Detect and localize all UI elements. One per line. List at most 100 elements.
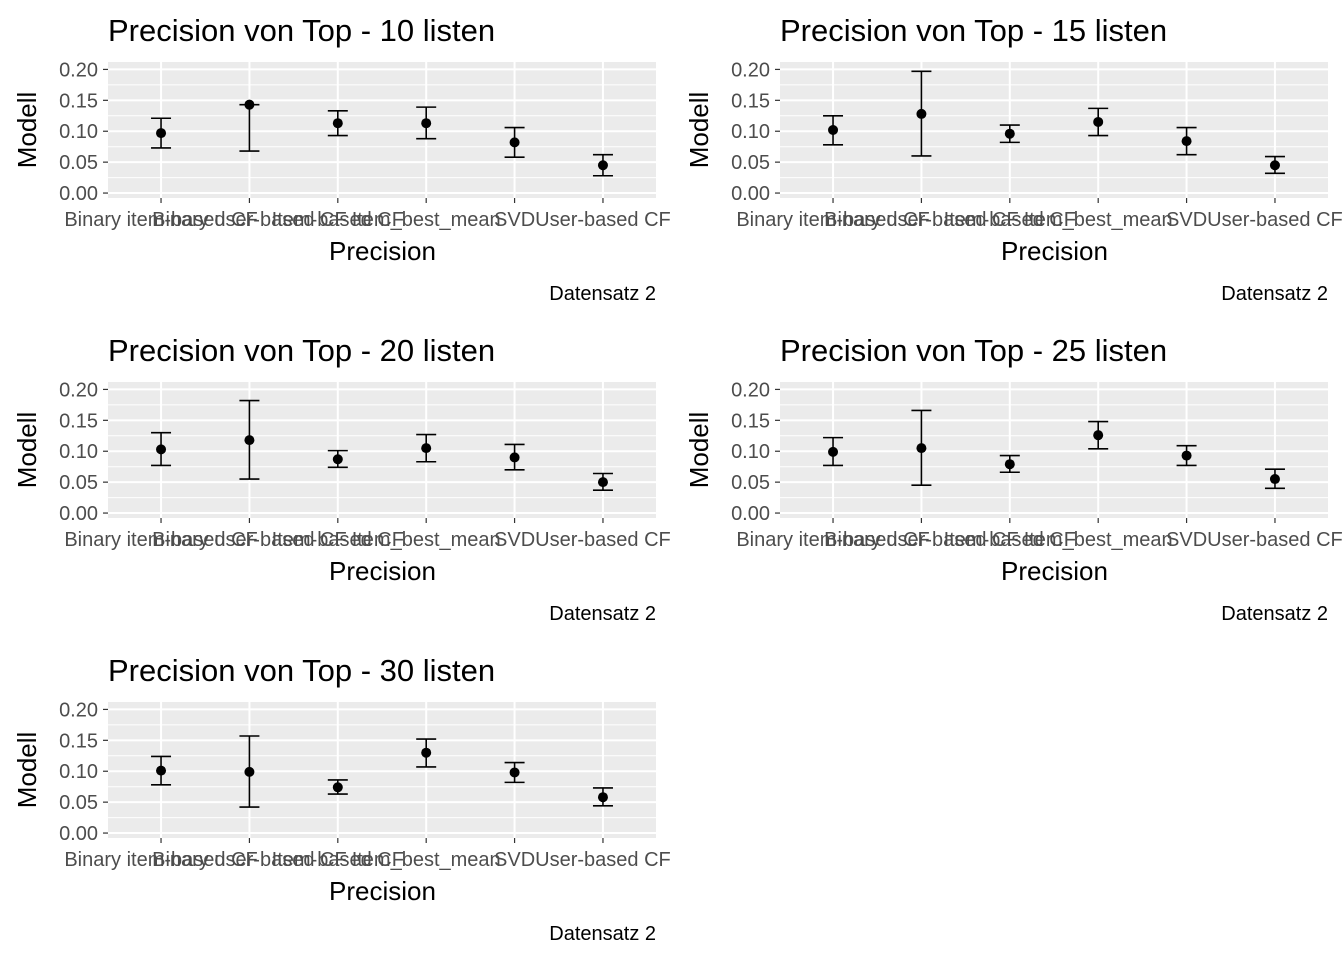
chart-title: Precision von Top - 15 listen [780, 13, 1167, 48]
chart-caption: Datensatz 2 [549, 603, 656, 625]
data-point [1004, 128, 1015, 139]
y-tick-label: 0.20 [59, 59, 98, 81]
x-tick-label: Binary user-based CF [824, 529, 1019, 551]
x-tick-label: Item_best_mean [352, 209, 501, 231]
y-tick-label: 0.00 [731, 183, 770, 205]
chart-panel-4: 0.00 0.05 0.10 0.15 0.20 Binary item-based CF… [684, 333, 1343, 625]
x-tick-label: Item-based CF [272, 209, 404, 231]
chart-title: Precision von Top - 20 listen [108, 333, 495, 368]
data-point [156, 444, 167, 455]
data-point [828, 125, 839, 135]
x-tick-label: Binary user-based CF [824, 209, 1019, 231]
x-tick-label: Binary user-based CF [152, 529, 347, 551]
y-tick-label: 0.10 [731, 441, 770, 463]
data-point [597, 477, 608, 488]
data-point [828, 446, 839, 457]
x-axis-title: Precision [329, 876, 436, 906]
data-point [916, 108, 927, 119]
x-tick-label: Item-based CF [272, 849, 404, 871]
y-tick-label: 0.10 [59, 121, 98, 143]
y-tick-label: 0.15 [59, 90, 98, 112]
y-tick-label: 0.20 [731, 379, 770, 401]
y-tick-label: 0.05 [59, 792, 98, 814]
data-point [421, 118, 432, 129]
chart-panel-5: 0.00 0.05 0.10 0.15 0.20 Binary item-based CF… [12, 653, 671, 945]
chart-panel-1: 0.00 0.05 0.10 0.15 0.20 Binary item-based CF… [12, 13, 671, 305]
y-tick-label: 0.15 [59, 410, 98, 432]
x-tick-label: SVD [1166, 529, 1207, 551]
y-tick-label: 0.10 [731, 121, 770, 143]
chart-panel-2: 0.00 0.05 0.10 0.15 0.20 Binary item-based CF… [684, 13, 1343, 305]
x-tick-label: User-based CF [1207, 529, 1343, 551]
x-axis-title: Precision [329, 556, 436, 586]
x-tick-label: User-based CF [535, 529, 671, 551]
chart-panel-3: 0.00 0.05 0.10 0.15 0.20 Binary item-based CF… [12, 333, 671, 625]
data-point [332, 782, 343, 793]
chart-caption: Datensatz 2 [1221, 283, 1328, 305]
x-tick-label: Binary user-based CF [152, 209, 347, 231]
data-point [509, 767, 520, 778]
data-point [332, 454, 343, 465]
data-point [1181, 450, 1192, 461]
x-tick-label: Item_best_mean [352, 849, 501, 871]
x-tick-label: User-based CF [535, 209, 671, 231]
y-tick-label: 0.10 [59, 761, 98, 783]
data-point [1269, 474, 1280, 485]
chart-caption: Datensatz 2 [1221, 603, 1328, 625]
data-point [421, 443, 432, 454]
x-tick-label: Item_best_mean [352, 529, 501, 551]
y-tick-label: 0.05 [59, 472, 98, 494]
y-tick-label: 0.20 [59, 699, 98, 721]
x-axis-title: Precision [1001, 236, 1108, 266]
y-tick-label: 0.05 [731, 472, 770, 494]
y-tick-label: 0.05 [731, 152, 770, 174]
chart-title: Precision von Top - 30 listen [108, 653, 495, 688]
y-tick-label: 0.10 [59, 441, 98, 463]
x-axis-title: Precision [329, 236, 436, 266]
x-tick-label: Binary item-based CF [736, 209, 929, 231]
x-tick-label: Binary item-based CF [64, 209, 257, 231]
y-axis-title: Modell [684, 412, 714, 489]
data-point [509, 452, 520, 463]
y-tick-label: 0.15 [59, 730, 98, 752]
data-point [1269, 160, 1280, 171]
chart-title: Precision von Top - 10 listen [108, 13, 495, 48]
data-point [244, 766, 255, 777]
x-tick-label: Binary item-based CF [64, 529, 257, 551]
x-tick-label: Item-based CF [944, 529, 1076, 551]
chart-title: Precision von Top - 25 listen [780, 333, 1167, 368]
data-point [1181, 136, 1192, 147]
data-point [332, 118, 343, 129]
x-tick-label: User-based CF [535, 849, 671, 871]
y-tick-label: 0.00 [59, 503, 98, 525]
y-axis-title: Modell [12, 732, 42, 809]
y-tick-label: 0.15 [731, 410, 770, 432]
x-tick-label: Item-based CF [272, 529, 404, 551]
data-point [509, 137, 520, 148]
x-tick-label: User-based CF [1207, 209, 1343, 231]
x-tick-label: Binary user-based CF [152, 849, 347, 871]
data-point [916, 443, 927, 454]
y-tick-label: 0.15 [731, 90, 770, 112]
x-tick-label: Item_best_mean [1024, 209, 1173, 231]
y-tick-label: 0.20 [731, 59, 770, 81]
data-point [1004, 459, 1015, 470]
x-tick-label: SVD [494, 529, 535, 551]
y-tick-label: 0.20 [59, 379, 98, 401]
data-point [156, 765, 167, 776]
data-point [597, 160, 608, 171]
y-tick-label: 0.05 [59, 152, 98, 174]
data-point [1093, 430, 1104, 441]
data-point [244, 435, 255, 446]
x-tick-label: SVD [1166, 209, 1207, 231]
x-tick-label: SVD [494, 849, 535, 871]
y-tick-label: 0.00 [59, 183, 98, 205]
chart-caption: Datensatz 2 [549, 283, 656, 305]
y-axis-title: Modell [12, 412, 42, 489]
data-point [597, 792, 608, 803]
x-tick-label: Binary item-based CF [64, 849, 257, 871]
y-axis-title: Modell [12, 92, 42, 169]
x-tick-label: SVD [494, 209, 535, 231]
data-point [156, 128, 167, 139]
